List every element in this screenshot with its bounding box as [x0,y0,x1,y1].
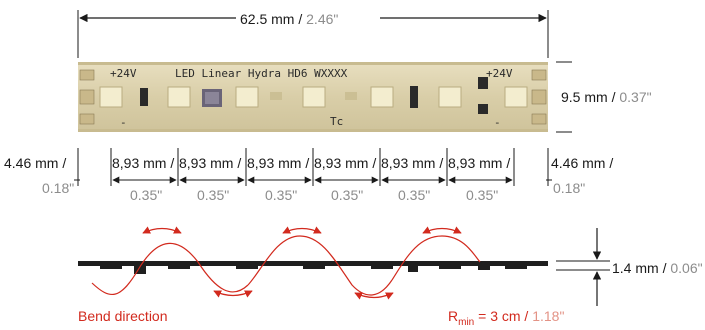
led-chip [99,86,123,108]
pitch-label-imperial: 0.35" [265,187,297,203]
bend-illustration: Bend direction Rmin = 3 cm / 1.18" [78,226,564,328]
pitch-label-metric: 8,93 mm / [179,155,241,171]
resistor-components [140,77,488,114]
strip-side-profile [78,261,548,274]
strip-model-label: LED Linear Hydra HD6 WXXXX [175,67,348,80]
thickness-dimension: 1.4 mm / 0.06" [556,228,703,306]
solder-pads-left [79,69,95,125]
bend-arrow [354,292,394,300]
total-length-dimension: 62.5 mm / 2.46" [77,10,549,58]
pitch-label-metric: 8,93 mm / [448,155,510,171]
pitch-label-metric: 8,93 mm / [381,155,443,171]
edge-margin-left-metric: 4.46 mm / [4,155,66,171]
pitch-label-metric: 8,93 mm / [314,155,376,171]
bend-arrow [213,290,253,298]
pitch-label-metric: 8,93 mm / [112,155,174,171]
led-chip [302,86,326,108]
pitch-label-metric: 8,93 mm / [247,155,309,171]
bend-arrow [282,226,322,234]
pitch-label-imperial: 0.35" [398,187,430,203]
pitch-label-imperial: 0.35" [197,187,229,203]
bend-wave [391,235,481,281]
led-chip [235,86,259,108]
bend-arrow [422,226,462,234]
led-chip [504,86,528,108]
strip-label-minus-left: - [120,116,127,129]
bend-wave [91,242,249,296]
pitch-dimensions: 4.46 mm / 0.18" 4.46 mm / 0.18" 8,93 mm … [4,148,613,203]
strip-label-plus-right: +24V [486,67,513,80]
solder-pads-right [531,69,547,125]
bend-radius-label: Rmin = 3 cm / 1.18" [448,308,564,328]
strip-tc-label: Tc [330,115,343,128]
led-chip [167,86,191,108]
pitch-label-imperial: 0.35" [130,187,162,203]
led-chip [438,86,462,108]
profile-pcb [78,261,548,266]
width-label: 9.5 mm / 0.37" [561,89,652,105]
led-chips [99,86,528,108]
bend-arrow [142,226,182,234]
bend-direction-label: Bend direction [78,308,168,324]
width-dimension: 9.5 mm / 0.37" [556,61,652,133]
edge-margin-right-imperial: 0.18" [553,180,585,196]
pitch-label-imperial: 0.35" [331,187,363,203]
strip-label-plus-left: +24V [110,67,137,80]
strip-label-minus-right: - [494,116,501,129]
thickness-label: 1.4 mm / 0.06" [612,260,703,276]
total-length-label: 62.5 mm / 2.46" [240,11,338,27]
edge-margin-left-imperial: 0.18" [42,180,74,196]
led-chip [370,86,394,108]
led-strip: +24V LED Linear Hydra HD6 WXXXX +24V - -… [78,62,548,132]
pitch-label-imperial: 0.35" [466,187,498,203]
edge-margin-right-metric: 4.46 mm / [551,155,613,171]
